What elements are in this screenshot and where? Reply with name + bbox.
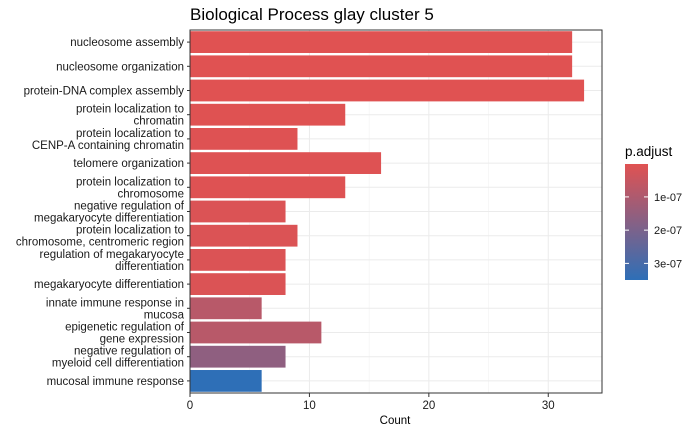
category-label: innate immune response in: [46, 297, 184, 309]
category-label: differentiation: [115, 261, 184, 273]
category-label: protein localization to: [76, 225, 184, 237]
bars: [190, 31, 585, 392]
x-axis: 0 10 20 30: [187, 393, 555, 412]
x-tick-label: 30: [542, 400, 555, 412]
bar: [190, 200, 286, 223]
category-label: epigenetic regulation of: [65, 322, 185, 334]
legend-tick-label: 3e-07: [654, 258, 682, 270]
bar: [190, 31, 573, 53]
legend-colorbar: [625, 164, 648, 280]
bar: [190, 370, 262, 392]
category-label: chromosome, centromeric region: [16, 237, 184, 249]
category-label: telomere organization: [73, 158, 184, 170]
bar: [190, 297, 262, 320]
legend-tick-label: 2e-07: [654, 225, 682, 237]
category-label: protein-DNA complex assembly: [24, 86, 185, 98]
bar: [190, 176, 346, 199]
category-label: regulation of megakaryocyte: [40, 249, 184, 261]
bar: [190, 79, 585, 102]
bar: [190, 345, 286, 368]
legend: p.adjust 1e-07 2e-07 3e-07: [625, 144, 682, 280]
category-label: nucleosome organization: [56, 61, 184, 73]
legend-ticks: 1e-07 2e-07 3e-07: [625, 192, 682, 270]
category-label: protein localization to: [76, 104, 184, 116]
category-label: megakaryocyte differentiation: [34, 279, 184, 291]
legend-title: p.adjust: [625, 144, 673, 159]
category-label: protein localization to: [76, 128, 184, 140]
x-tick-label: 10: [303, 400, 316, 412]
category-labels: nucleosome assembly nucleosome organizati…: [16, 37, 190, 388]
bar: [190, 321, 322, 344]
chart-title: Biological Process glay cluster 5: [190, 5, 434, 24]
bar: [190, 55, 573, 78]
bar: [190, 103, 346, 126]
category-label: negative regulation of: [74, 346, 185, 358]
bar: [190, 224, 298, 247]
category-label: chromosome: [118, 188, 184, 200]
bar: [190, 249, 286, 271]
bar: [190, 273, 286, 295]
category-label: nucleosome assembly: [70, 37, 184, 49]
x-axis-title: Count: [380, 415, 411, 427]
category-label: myeloid cell differentiation: [52, 358, 184, 370]
category-label: CENP-A containing chromatin: [32, 140, 184, 152]
category-label: gene expression: [100, 334, 184, 346]
bar: [190, 128, 298, 150]
legend-tick-label: 1e-07: [654, 192, 682, 204]
x-tick-label: 0: [187, 400, 193, 412]
category-label: protein localization to: [76, 176, 184, 188]
category-label: megakaryocyte differentiation: [34, 213, 184, 225]
bar: [190, 152, 382, 174]
category-label: negative regulation of: [74, 201, 185, 213]
panel-border: [189, 29, 603, 394]
x-tick-label: 20: [422, 400, 435, 412]
category-label: mucosa: [144, 309, 185, 321]
category-label: chromatin: [134, 116, 185, 128]
category-label: mucosal immune response: [47, 376, 184, 388]
